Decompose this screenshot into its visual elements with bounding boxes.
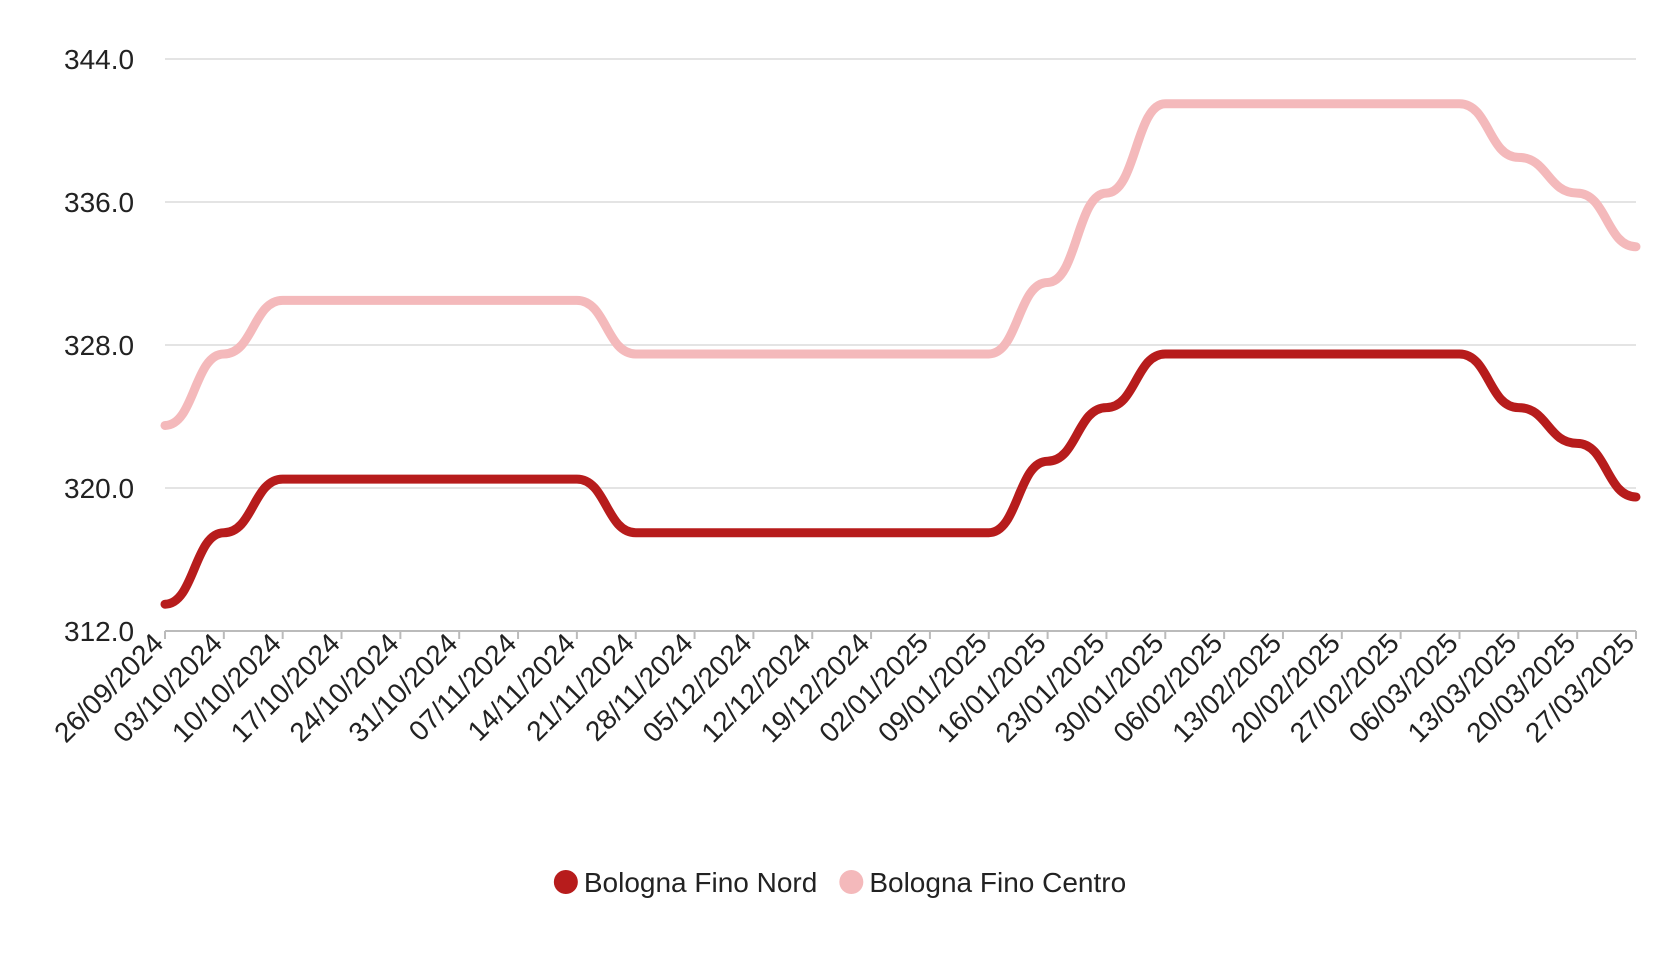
line-series	[160, 99, 1641, 430]
y-tick-label: 344.0	[64, 44, 134, 75]
y-tick-label: 336.0	[64, 187, 134, 218]
legend-label: Bologna Fino Nord	[584, 867, 817, 898]
line-series	[160, 349, 1641, 609]
y-tick-label: 320.0	[64, 473, 134, 504]
y-tick-label: 328.0	[64, 330, 134, 361]
legend: Bologna Fino Nord Bologna Fino Centro	[553, 867, 1126, 898]
legend-label: Bologna Fino Centro	[869, 867, 1126, 898]
legend-swatch	[839, 870, 864, 894]
y-tick-label: 312.0	[64, 616, 134, 647]
legend-swatch	[553, 870, 578, 894]
